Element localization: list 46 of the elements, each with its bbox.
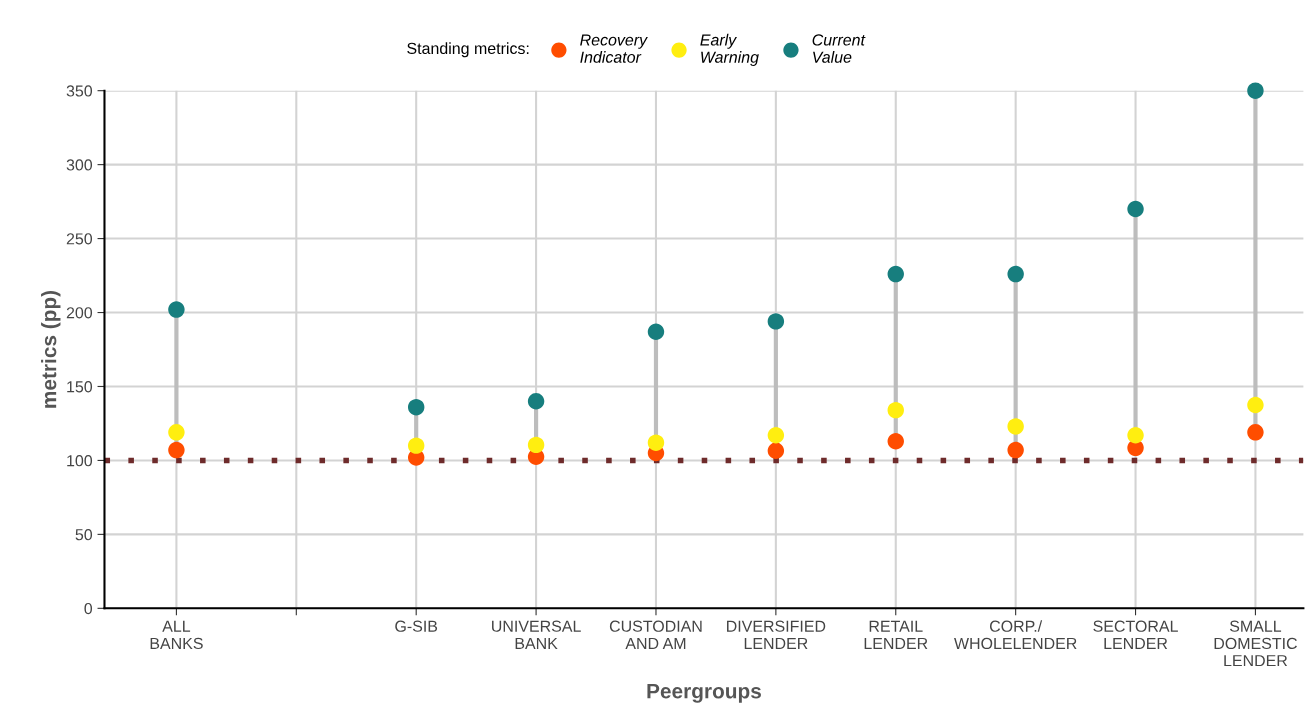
y-tick-label: 300 <box>66 159 93 171</box>
x-tick-label: ALL BANKS <box>150 620 203 650</box>
point <box>527 393 545 410</box>
point <box>168 424 185 441</box>
x-axis-title: Peergroups <box>647 683 761 703</box>
point <box>168 301 185 318</box>
x-tick-label: SMALL DOMESTIC LENDER <box>1214 620 1297 667</box>
y-tick-label: 250 <box>66 233 93 245</box>
x-tick-label: SECTORAL LENDER <box>1093 620 1178 649</box>
x-tick-label: DIVERSIFIED LENDER <box>727 620 826 649</box>
point <box>407 437 425 454</box>
point <box>527 436 545 454</box>
point <box>407 398 425 416</box>
point <box>1007 265 1024 283</box>
point <box>1127 200 1144 218</box>
point <box>887 401 904 419</box>
y-tick-label: 200 <box>66 307 93 319</box>
point <box>1247 424 1264 441</box>
x-tick-label: CORP./ WHOLELENDER <box>954 620 1077 650</box>
y-tick-label: 350 <box>66 85 93 97</box>
x-tick-label: CUSTODIAN AND AM <box>609 620 702 649</box>
x-tick-label: RETAIL LENDER <box>864 620 928 649</box>
point <box>767 442 785 460</box>
point <box>1127 427 1144 444</box>
point <box>767 427 785 444</box>
point <box>647 323 665 340</box>
y-tick-label: 150 <box>67 381 93 393</box>
legend-label: Early Warning <box>700 33 759 66</box>
y-tick-label: 50 <box>75 529 93 541</box>
point <box>1007 441 1024 459</box>
y-tick-label: 0 <box>84 602 93 615</box>
point <box>647 434 665 451</box>
point <box>1007 418 1024 435</box>
point <box>887 265 904 283</box>
x-tick-label: G-SIB <box>395 620 438 632</box>
point <box>168 441 185 459</box>
point <box>887 432 904 450</box>
legend-title: Standing metrics: <box>407 42 529 58</box>
point <box>1247 82 1264 99</box>
point <box>767 313 785 330</box>
y-axis-title: metrics (pp) <box>41 290 61 408</box>
y-tick-label: 100 <box>67 455 93 467</box>
x-tick-label: UNIVERSAL BANK <box>492 620 581 649</box>
point <box>1247 396 1264 414</box>
legend-label: Current Value <box>812 34 866 63</box>
legend-label: Recovery Indicator <box>580 34 648 63</box>
